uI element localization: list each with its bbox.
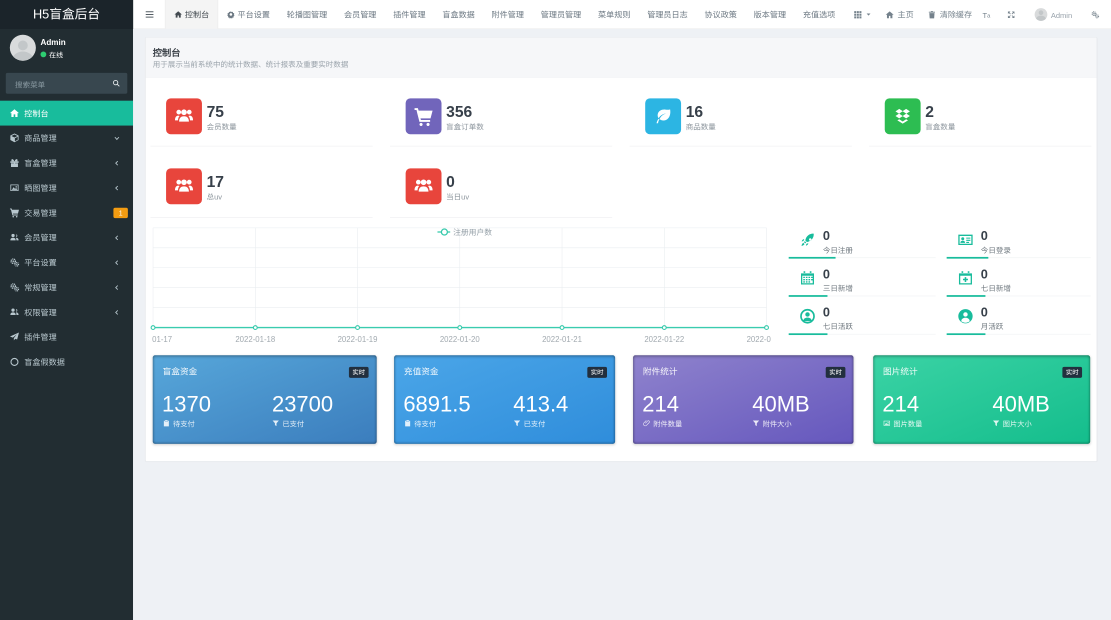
svg-text:2022-01-21: 2022-01-21 <box>542 334 582 345</box>
svg-text:2022-01-22: 2022-01-22 <box>644 334 684 345</box>
svg-text:2022-01-19: 2022-01-19 <box>338 334 378 345</box>
svg-text:2022-01-18: 2022-01-18 <box>235 334 275 345</box>
svg-text:01-17: 01-17 <box>152 334 172 345</box>
svg-text:2022-01-20: 2022-01-20 <box>440 334 481 345</box>
svg-text:2022-01-23: 2022-01-23 <box>747 334 771 345</box>
svg-text:注册用户数: 注册用户数 <box>453 227 492 238</box>
